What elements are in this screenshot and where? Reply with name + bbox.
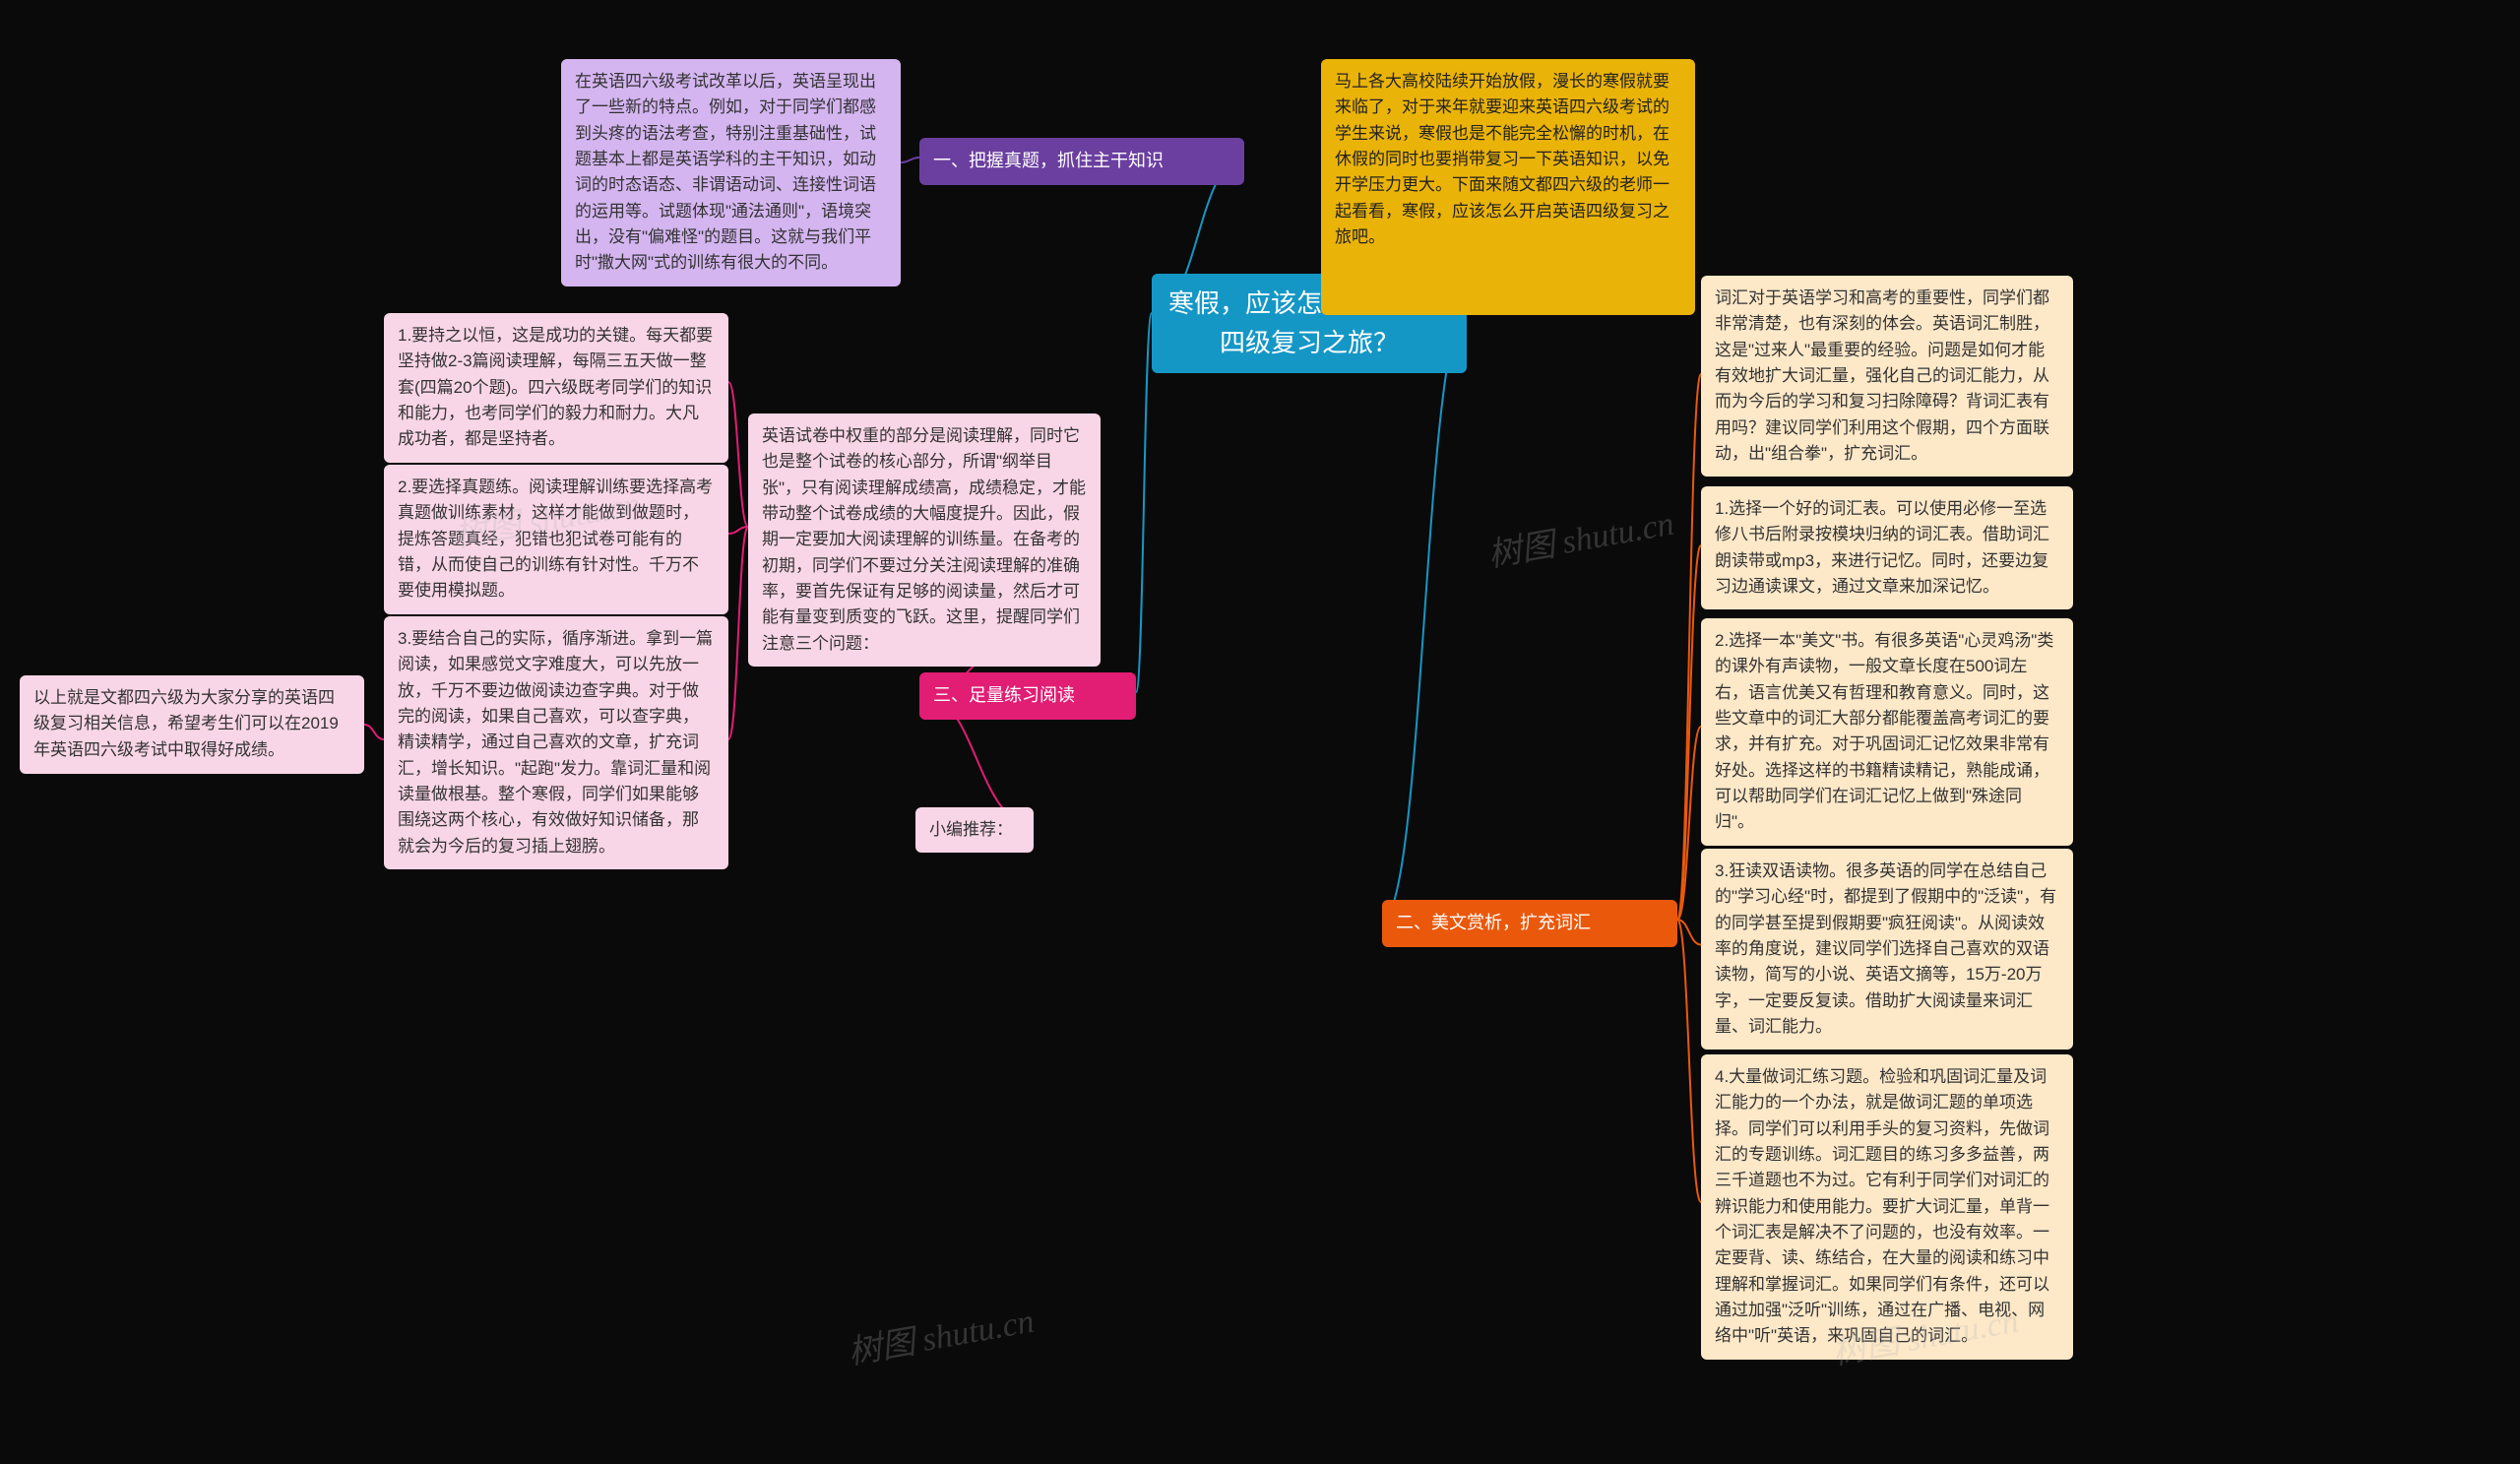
- summary-text: 以上就是文都四六级为大家分享的英语四级复习相关信息，希望考生们可以在2019年英…: [33, 688, 339, 759]
- branch-2-child-1: 1.选择一个好的词汇表。可以使用必修一至选修八书后附录按模块归纳的词汇表。借助词…: [1701, 486, 2073, 609]
- branch-2-label: 二、美文赏析，扩充词汇: [1396, 910, 1591, 937]
- mindmap-canvas: { "root": { "text": "寒假，应该怎么开启英语\n四级复习之旅…: [0, 0, 2520, 1464]
- branch-3-child-2-text: 2.要选择真题练。阅读理解训练要选择高考真题做训练素材，这样才能做到做题时，提炼…: [398, 477, 713, 600]
- branch-3-child-1-text: 1.要持之以恒，这是成功的关键。每天都要坚持做2-3篇阅读理解，每隔三五天做一整…: [398, 326, 713, 448]
- branch-3-child-3: 3.要结合自己的实际，循序渐进。拿到一篇阅读，如果感觉文字难度大，可以先放一放，…: [384, 616, 728, 869]
- branch-3: 三、足量练习阅读: [919, 672, 1136, 720]
- branch-2-child-2: 2.选择一本"美文"书。有很多英语"心灵鸡汤"类的课外有声读物，一般文章长度在5…: [1701, 618, 2073, 846]
- branch-1-child-text: 在英语四六级考试改革以后，英语呈现出了一些新的特点。例如，对于同学们都感到头疼的…: [575, 72, 876, 272]
- branch-2-child-4-text: 4.大量做词汇练习题。检验和巩固词汇量及词汇能力的一个办法，就是做词汇题的单项选…: [1715, 1067, 2049, 1345]
- branch-2-child-2-text: 2.选择一本"美文"书。有很多英语"心灵鸡汤"类的课外有声读物，一般文章长度在5…: [1715, 631, 2053, 831]
- intro-node: 马上各大高校陆续开始放假，漫长的寒假就要来临了，对于来年就要迎来英语四六级考试的…: [1321, 59, 1695, 315]
- branch-1: 一、把握真题，抓住主干知识: [919, 138, 1244, 185]
- branch-3-child-2: 2.要选择真题练。阅读理解训练要选择高考真题做训练素材，这样才能做到做题时，提炼…: [384, 465, 728, 614]
- branch-2: 二、美文赏析，扩充词汇: [1382, 900, 1677, 947]
- branch-3-recommend-text: 小编推荐：: [929, 820, 1013, 839]
- branch-2-child-3: 3.狂读双语读物。很多英语的同学在总结自己的"学习心经"时，都提到了假期中的"泛…: [1701, 849, 2073, 1050]
- branch-2-intro: 词汇对于英语学习和高考的重要性，同学们都非常清楚，也有深刻的体会。英语词汇制胜，…: [1701, 276, 2073, 477]
- branch-1-child: 在英语四六级考试改革以后，英语呈现出了一些新的特点。例如，对于同学们都感到头疼的…: [561, 59, 901, 286]
- edge-layer: [0, 0, 2520, 1464]
- branch-2-child-4: 4.大量做词汇练习题。检验和巩固词汇量及词汇能力的一个办法，就是做词汇题的单项选…: [1701, 1054, 2073, 1360]
- watermark: 树图 shutu.cn: [844, 1294, 1037, 1373]
- branch-3-child-1: 1.要持之以恒，这是成功的关键。每天都要坚持做2-3篇阅读理解，每隔三五天做一整…: [384, 313, 728, 463]
- summary-node: 以上就是文都四六级为大家分享的英语四级复习相关信息，希望考生们可以在2019年英…: [20, 675, 364, 774]
- branch-2-child-3-text: 3.狂读双语读物。很多英语的同学在总结自己的"学习心经"时，都提到了假期中的"泛…: [1715, 861, 2056, 1036]
- intro-text: 马上各大高校陆续开始放假，漫长的寒假就要来临了，对于来年就要迎来英语四六级考试的…: [1335, 72, 1670, 246]
- branch-3-label: 三、足量练习阅读: [933, 682, 1075, 710]
- branch-1-label: 一、把握真题，抓住主干知识: [933, 148, 1164, 175]
- branch-3-intro: 英语试卷中权重的部分是阅读理解，同时它也是整个试卷的核心部分，所谓"纲举目张"，…: [748, 414, 1101, 667]
- branch-3-recommend: 小编推荐：: [915, 807, 1034, 853]
- watermark: 树图 shutu.cn: [1483, 496, 1676, 576]
- branch-3-child-3-text: 3.要结合自己的实际，循序渐进。拿到一篇阅读，如果感觉文字难度大，可以先放一放，…: [398, 629, 713, 856]
- branch-3-intro-text: 英语试卷中权重的部分是阅读理解，同时它也是整个试卷的核心部分，所谓"纲举目张"，…: [762, 426, 1086, 653]
- branch-2-intro-text: 词汇对于英语学习和高考的重要性，同学们都非常清楚，也有深刻的体会。英语词汇制胜，…: [1715, 288, 2049, 463]
- branch-2-child-1-text: 1.选择一个好的词汇表。可以使用必修一至选修八书后附录按模块归纳的词汇表。借助词…: [1715, 499, 2049, 596]
